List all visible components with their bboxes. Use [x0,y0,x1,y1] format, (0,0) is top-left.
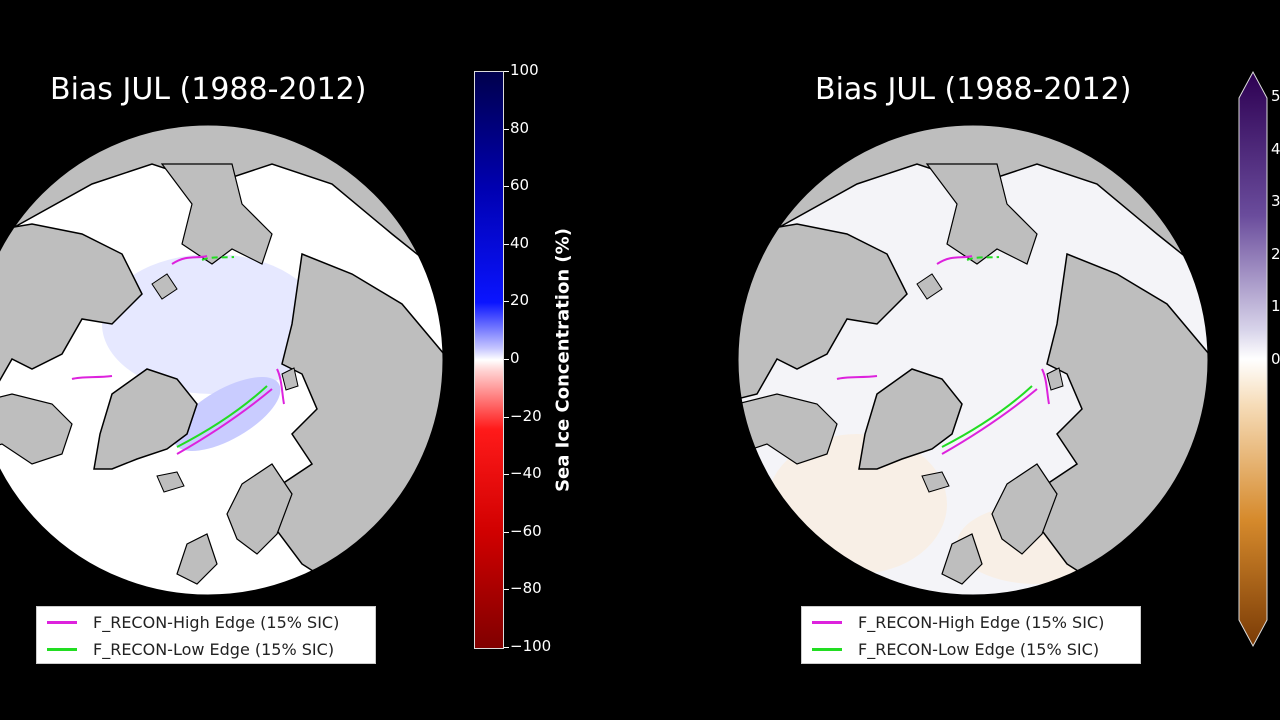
high-edge-line-greenland [176,388,273,455]
bias-blue-strong [173,377,281,451]
colorbar-tick-label: 0 [1271,349,1280,368]
colorbar-tick-mark [504,301,509,303]
right-polar-map [737,124,1209,596]
land-canada-east [0,393,73,465]
high-edge-line-west [71,375,113,380]
land-greenland [858,368,963,470]
colorbar-tick-label: 2 [1271,244,1280,263]
legend-item-high-edge: F_RECON-High Edge (15% SIC) [47,611,339,633]
colorbar-tick-mark [504,589,509,591]
colorbar-tick-label: 20 [510,291,530,310]
legend-item-high-edge: F_RECON-High Edge (15% SIC) [812,611,1104,633]
land-north-america [0,223,143,400]
colorbar-tick-mark [504,71,509,72]
colorbar-tick-label: 1 [1271,297,1280,315]
left-map-content [0,125,443,595]
colorbar-tick-label: −40 [510,464,542,483]
land-british-isles [176,533,218,585]
left-polar-map [0,124,444,596]
legend-label-high: F_RECON-High Edge (15% SIC) [858,612,1105,632]
land-greenland [93,368,198,470]
land-svalbard [281,367,299,391]
colorbar-tick-label: 5 [1271,87,1280,105]
map-border [0,124,444,596]
colorbar-tick-label: −60 [510,521,542,540]
colorbar-tick-mark [504,531,509,533]
colorbar-tick-mark [504,416,509,418]
colorbar-tick-label: 4 [1271,139,1280,158]
land-asia [0,125,443,276]
colorbar-tick-label: 80 [510,118,530,137]
land-scandinavia [991,463,1058,555]
legend-label-high: F_RECON-High Edge (15% SIC) [93,612,340,632]
colorbar-tick-label: −100 [510,637,552,655]
low-edge-line-north [966,256,1000,261]
land-svalbard [1046,367,1064,391]
land-asia [738,125,1208,276]
high-edge-line-north [171,255,208,265]
land-british-isles [941,533,983,585]
colorbar-tick-mark [504,647,509,648]
legend-swatch-low [47,647,77,651]
high-edge-line-svalbard [276,368,285,405]
legend-label-low: F_RECON-Low Edge (15% SIC) [858,639,1100,659]
right-map-title: Bias JUL (1988-2012) [815,72,1132,107]
low-edge-line-north [201,256,235,261]
colorbar-tick-label: 60 [510,176,530,195]
colorbar-tick-label: 40 [510,233,530,252]
colorbar-tick-label: −80 [510,579,542,598]
land-kamchatka [925,163,1038,265]
land-kamchatka [160,163,273,265]
colorbar-tick-mark [504,474,509,476]
colorbar-tick-mark [504,243,509,245]
left-map-title: Bias JUL (1988-2012) [50,72,367,107]
high-edge-line-north [936,255,973,265]
land-iceland [156,471,185,493]
legend-swatch-low [812,647,842,651]
colorbar-label: Sea Ice Concentration (%) [552,228,574,492]
right-panel: Bias JUL (1988-2012) [640,0,1280,720]
land-island [916,273,943,300]
legend-swatch-high [47,620,77,624]
high-edge-line-svalbard [1041,368,1050,405]
colorbar-tick-mark [504,186,509,188]
colorbar-tick-mark [504,128,509,130]
right-legend: F_RECON-High Edge (15% SIC) F_RECON-Low … [801,606,1141,664]
land-iceland [921,471,950,493]
low-edge-line-greenland [176,385,268,448]
land-island [151,273,178,300]
left-legend: F_RECON-High Edge (15% SIC) F_RECON-Low … [36,606,376,664]
legend-label-low: F_RECON-Low Edge (15% SIC) [93,639,335,659]
colorbar-tick-label: 100 [510,61,539,79]
high-edge-line-greenland [941,388,1038,455]
colorbar-tick-label: −20 [510,406,542,425]
legend-item-low-edge: F_RECON-Low Edge (15% SIC) [47,638,334,660]
colorbar-tick-mark [504,359,509,360]
legend-item-low-edge: F_RECON-Low Edge (15% SIC) [812,638,1099,660]
colorbar-tick-label: 3 [1271,192,1280,210]
high-edge-line-west [836,375,878,380]
legend-swatch-high [812,620,842,624]
right-colorbar [1238,70,1268,648]
colorbar-tick-label: 0 [510,349,520,367]
low-edge-line-greenland [941,385,1033,448]
land-north-america [738,223,908,400]
left-panel: Bias JUL (1988-2012) [0,61,574,664]
map-border [737,124,1209,596]
left-colorbar [474,71,504,649]
land-scandinavia [226,463,293,555]
